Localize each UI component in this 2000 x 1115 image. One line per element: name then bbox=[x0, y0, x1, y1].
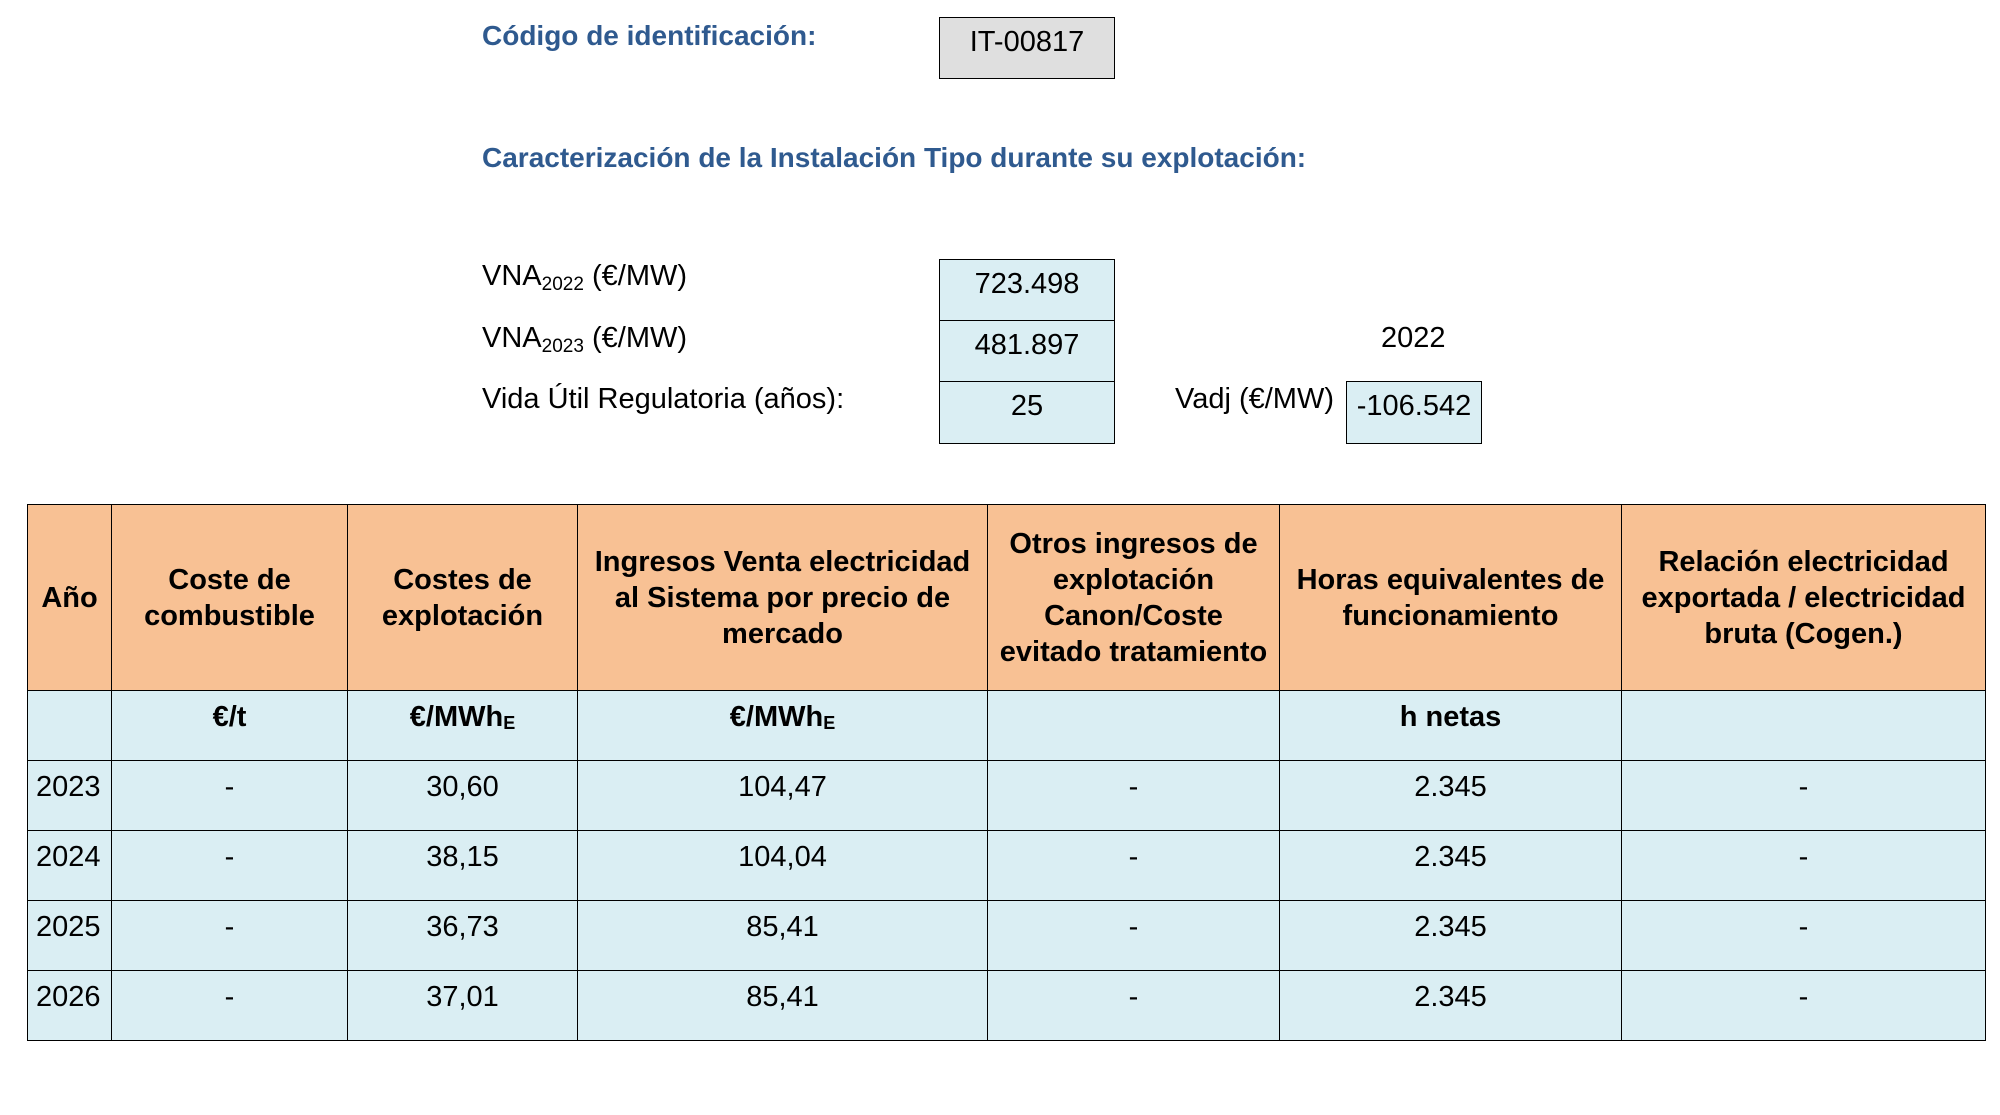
table-header-row: Año Coste de combustible Costes de explo… bbox=[27, 504, 1986, 691]
vna2023-label: VNA2023 (€/MW) bbox=[482, 322, 687, 358]
id-value-box: IT-00817 bbox=[939, 17, 1115, 79]
cell-fuel: - bbox=[111, 970, 348, 1041]
vna2022-label: VNA2022 (€/MW) bbox=[482, 260, 687, 296]
id-value: IT-00817 bbox=[969, 26, 1085, 58]
cell-hours: 2.345 bbox=[1279, 830, 1622, 901]
unit-income-sub: E bbox=[823, 713, 836, 733]
table-row: 2024 - 38,15 104,04 - 2.345 - bbox=[27, 830, 1986, 901]
cell-ratio: - bbox=[1621, 900, 1986, 971]
cell-income: 85,41 bbox=[577, 970, 988, 1041]
vida-util-label: Vida Útil Regulatoria (años): bbox=[482, 383, 845, 415]
header-operating-costs: Costes de explotación bbox=[347, 504, 578, 691]
cell-fuel: - bbox=[111, 760, 348, 831]
unit-opex: €/MWhE bbox=[347, 690, 578, 761]
vna2023-label-unit: (€/MW) bbox=[583, 322, 688, 354]
cell-other: - bbox=[987, 970, 1280, 1041]
header-fuel-cost: Coste de combustible bbox=[111, 504, 348, 691]
cell-opex: 37,01 bbox=[347, 970, 578, 1041]
cell-hours: 2.345 bbox=[1279, 900, 1622, 971]
cell-other: - bbox=[987, 900, 1280, 971]
header-other-income: Otros ingresos de explotación Canon/Cost… bbox=[987, 504, 1280, 691]
table-row: 2023 - 30,60 104,47 - 2.345 - bbox=[27, 760, 1986, 831]
cell-year: 2025 bbox=[27, 900, 112, 971]
vna2023-label-year: 2023 bbox=[541, 336, 584, 357]
vna2022-label-year: 2022 bbox=[541, 274, 584, 295]
table-row: 2025 - 36,73 85,41 - 2.345 - bbox=[27, 900, 1986, 971]
units-row: €/t €/MWhE €/MWhE h netas bbox=[27, 690, 1986, 761]
cell-year: 2026 bbox=[27, 970, 112, 1041]
cell-other: - bbox=[987, 760, 1280, 831]
unit-ratio bbox=[1621, 690, 1986, 761]
cell-fuel: - bbox=[111, 900, 348, 971]
cell-opex: 36,73 bbox=[347, 900, 578, 971]
cell-income: 104,04 bbox=[577, 830, 988, 901]
cell-ratio: - bbox=[1621, 830, 1986, 901]
operating-data-table: Año Coste de combustible Costes de explo… bbox=[27, 504, 1986, 1041]
section-title: Caracterización de la Instalación Tipo d… bbox=[482, 142, 1307, 173]
vna2023-box: 481.897 bbox=[939, 320, 1115, 382]
vna2022-box: 723.498 bbox=[939, 259, 1115, 321]
cell-opex: 38,15 bbox=[347, 830, 578, 901]
cell-year: 2024 bbox=[27, 830, 112, 901]
cell-ratio: - bbox=[1621, 970, 1986, 1041]
vna2023-value: 481.897 bbox=[974, 329, 1080, 361]
unit-year bbox=[27, 690, 112, 761]
vadj-value: -106.542 bbox=[1356, 390, 1472, 422]
cell-hours: 2.345 bbox=[1279, 970, 1622, 1041]
cell-income: 85,41 bbox=[577, 900, 988, 971]
cell-opex: 30,60 bbox=[347, 760, 578, 831]
cell-income: 104,47 bbox=[577, 760, 988, 831]
unit-hours: h netas bbox=[1279, 690, 1622, 761]
header-electricity-ratio: Relación electricidad exportada / electr… bbox=[1621, 504, 1986, 691]
unit-opex-main: €/MWh bbox=[409, 701, 504, 733]
header-equivalent-hours: Horas equivalentes de funcionamiento bbox=[1279, 504, 1622, 691]
unit-fuel: €/t bbox=[111, 690, 348, 761]
vna2022-label-prefix: VNA bbox=[482, 260, 542, 292]
header-market-income: Ingresos Venta electricidad al Sistema p… bbox=[577, 504, 988, 691]
vadj-year: 2022 bbox=[1381, 322, 1446, 354]
unit-other bbox=[987, 690, 1280, 761]
cell-hours: 2.345 bbox=[1279, 760, 1622, 831]
vadj-label: Vadj (€/MW) bbox=[1175, 383, 1334, 415]
cell-year: 2023 bbox=[27, 760, 112, 831]
vida-util-box: 25 bbox=[939, 381, 1115, 444]
vadj-box: -106.542 bbox=[1346, 381, 1482, 444]
unit-opex-sub: E bbox=[503, 713, 516, 733]
table-row: 2026 - 37,01 85,41 - 2.345 - bbox=[27, 970, 1986, 1041]
cell-other: - bbox=[987, 830, 1280, 901]
vna2022-label-unit: (€/MW) bbox=[583, 260, 688, 292]
vida-util-value: 25 bbox=[1010, 390, 1044, 422]
vna2023-label-prefix: VNA bbox=[482, 322, 542, 354]
header-year: Año bbox=[27, 504, 112, 691]
unit-income: €/MWhE bbox=[577, 690, 988, 761]
unit-income-main: €/MWh bbox=[729, 701, 824, 733]
cell-ratio: - bbox=[1621, 760, 1986, 831]
cell-fuel: - bbox=[111, 830, 348, 901]
id-label: Código de identificación: bbox=[482, 20, 817, 51]
vna2022-value: 723.498 bbox=[974, 268, 1080, 300]
